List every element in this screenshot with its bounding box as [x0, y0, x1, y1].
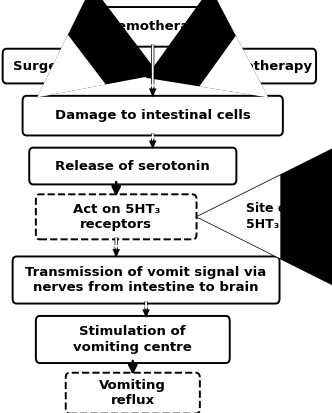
FancyBboxPatch shape: [13, 256, 280, 304]
FancyBboxPatch shape: [36, 195, 197, 240]
FancyBboxPatch shape: [89, 7, 216, 47]
Text: Transmission of vomit signal via
nerves from intestine to brain: Transmission of vomit signal via nerves …: [26, 266, 267, 294]
FancyBboxPatch shape: [23, 96, 283, 135]
FancyBboxPatch shape: [208, 49, 316, 83]
Text: Site of action of
5HT₃ Antagonists: Site of action of 5HT₃ Antagonists: [246, 202, 332, 231]
FancyBboxPatch shape: [3, 49, 84, 83]
Text: Act on 5HT₃
receptors: Act on 5HT₃ receptors: [72, 202, 160, 231]
Text: Surgery: Surgery: [13, 59, 73, 73]
Text: Release of serotonin: Release of serotonin: [55, 159, 210, 173]
Text: Chemotherapy: Chemotherapy: [98, 20, 208, 33]
FancyBboxPatch shape: [66, 373, 200, 413]
Text: Vomiting
reflux: Vomiting reflux: [99, 379, 166, 408]
Text: Stimulation of
vomiting centre: Stimulation of vomiting centre: [73, 325, 192, 354]
Text: Radiotherapy: Radiotherapy: [212, 59, 313, 73]
Text: Damage to intestinal cells: Damage to intestinal cells: [55, 109, 251, 122]
FancyBboxPatch shape: [29, 148, 236, 184]
FancyBboxPatch shape: [36, 316, 230, 363]
